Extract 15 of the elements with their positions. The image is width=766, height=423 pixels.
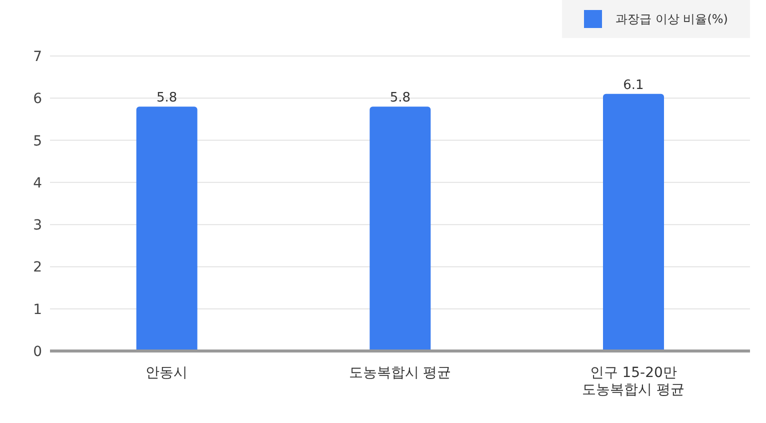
y-tick-label: 4: [33, 175, 42, 192]
data-label: 5.8: [156, 90, 178, 106]
y-tick-label: 0: [33, 344, 42, 360]
y-tick-label: 5: [33, 133, 42, 150]
y-tick-label: 2: [33, 260, 42, 276]
y-tick-label: 6: [33, 91, 42, 108]
y-tick-label: 3: [33, 218, 42, 234]
y-tick-label: 7: [33, 48, 42, 65]
x-tick-label: 안동시: [146, 365, 188, 381]
y-tick-label: 1: [33, 302, 42, 318]
data-label: 5.8: [390, 90, 411, 106]
legend-label: 과장급 이상 비율(%): [614, 10, 728, 28]
x-tick-label: 도농복합시 평균: [348, 365, 452, 381]
x-tick-label: 인구 15-20만 도농복합시 평균: [582, 365, 685, 398]
data-label: 6.1: [623, 78, 644, 93]
